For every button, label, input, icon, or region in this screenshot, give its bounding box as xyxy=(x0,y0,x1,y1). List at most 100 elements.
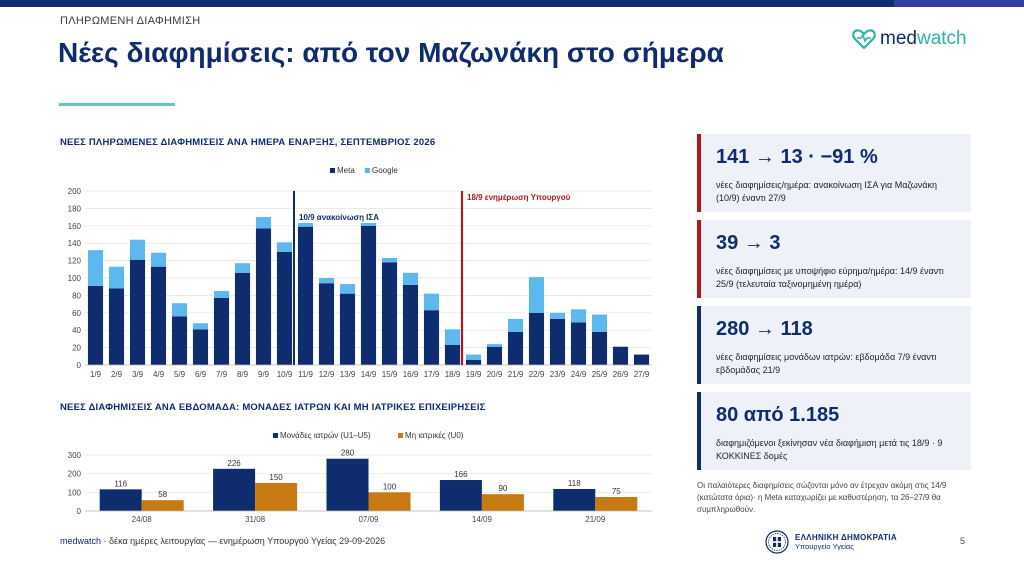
stat-card-value: 141 → 13 · −91 % xyxy=(716,146,878,168)
bar-google xyxy=(234,263,251,273)
medwatch-logo: med watch xyxy=(852,28,967,50)
bar-meta xyxy=(87,285,104,365)
bar-google xyxy=(507,318,524,332)
bar-non-medical xyxy=(255,483,298,511)
data-label: 150 xyxy=(269,473,283,482)
stat-card-caption: διαφημιζόμενοι ξεκίνησαν νέα διαφήμιση μ… xyxy=(716,438,943,461)
footer-text: · δέκα ημέρες λειτουργίας — ενημέρωση Υπ… xyxy=(103,536,386,546)
data-label: 226 xyxy=(227,459,241,468)
data-label: 100 xyxy=(383,482,397,491)
bar-meta xyxy=(423,310,440,365)
data-label: 116 xyxy=(114,479,127,488)
stat-card-caption: νέες διαφημίσεις μονάδων ιατρών: εβδομάδ… xyxy=(716,352,937,375)
legend-label: Meta xyxy=(337,166,355,175)
x-tick-label: 25/9 xyxy=(592,370,608,379)
stat-card-caption: νέες διαφημίσεις/ημέρα: ανακοίνωση ΙΣΑ γ… xyxy=(716,180,937,203)
data-label: 90 xyxy=(498,484,507,493)
bar-doctor-units xyxy=(213,468,256,511)
x-tick-label: 7/9 xyxy=(216,370,228,379)
heart-pulse-icon xyxy=(852,29,876,49)
bar-doctor-units xyxy=(326,458,369,511)
bar-doctor-units xyxy=(553,488,596,511)
y-tick-label: 60 xyxy=(72,309,81,318)
x-tick-label: 07/09 xyxy=(358,515,379,524)
bar-google xyxy=(255,217,272,229)
x-tick-label: 15/9 xyxy=(382,370,398,379)
bar-meta xyxy=(591,331,608,365)
stat-card-advertisers: 80 από 1.185 διαφημιζόμενοι ξεκίνησαν νέ… xyxy=(697,392,971,470)
daily-chart-title: ΝΕΕΣ ΠΛΗΡΩΜΕΝΕΣ ΔΙΑΦΗΜΙΣΕΙΣ ΑΝΑ ΗΜΕΡΑ ΕΝ… xyxy=(60,137,436,148)
y-tick-label: 80 xyxy=(72,291,81,300)
data-label: 118 xyxy=(568,479,581,488)
x-tick-label: 13/9 xyxy=(340,370,356,379)
y-tick-label: 0 xyxy=(77,507,82,516)
x-tick-label: 21/9 xyxy=(508,370,524,379)
x-tick-label: 8/9 xyxy=(237,370,249,379)
bar-meta xyxy=(633,354,650,365)
bar-google xyxy=(318,278,335,284)
x-tick-label: 2/9 xyxy=(111,370,123,379)
y-tick-label: 100 xyxy=(68,274,82,283)
y-tick-label: 200 xyxy=(68,470,82,479)
x-tick-label: 10/9 xyxy=(277,370,293,379)
bar-non-medical xyxy=(368,492,411,511)
x-tick-label: 31/08 xyxy=(245,515,266,524)
footer: medwatch · δέκα ημέρες λειτουργίας — ενη… xyxy=(60,536,385,546)
bar-google xyxy=(381,257,398,263)
slide-tag: ΠΛΗΡΩΜΕΝΗ ΔΙΑΦΗΜΙΣΗ xyxy=(60,15,201,27)
stat-card-value: 80 από 1.185 xyxy=(716,404,840,426)
x-tick-label: 27/9 xyxy=(634,370,650,379)
x-tick-label: 17/9 xyxy=(424,370,440,379)
weekly-ads-chart: 0 100 200 300 116 58 24/08 226 150 31/08 280 100 07/… xyxy=(68,431,652,524)
bar-meta xyxy=(381,262,398,365)
bar-meta xyxy=(612,346,629,365)
bar-meta xyxy=(276,251,293,365)
bar-meta xyxy=(255,228,272,365)
daily-ads-chart: 0 20 40 60 80 100 120 140 160 180 200 1/9 2/9 3/9 4/9 5… xyxy=(68,166,652,379)
data-label: 280 xyxy=(341,449,355,458)
bar-meta xyxy=(486,346,503,365)
bar-google xyxy=(486,344,503,347)
greek-emblem-icon xyxy=(765,530,789,554)
stat-card-value: 280 → 118 xyxy=(716,318,813,340)
x-tick-label: 11/9 xyxy=(298,370,314,379)
x-tick-label: 6/9 xyxy=(195,370,207,379)
bar-meta xyxy=(549,318,566,365)
bar-google xyxy=(276,242,293,252)
x-tick-label: 24/08 xyxy=(132,515,153,524)
bar-google xyxy=(465,354,482,360)
top-bar xyxy=(0,0,1024,7)
bar-google xyxy=(591,314,608,332)
bar-meta xyxy=(192,329,209,365)
bar-google xyxy=(150,252,167,267)
legend-label: Μονάδες ιατρών (U1–U5) xyxy=(280,431,371,440)
bar-meta xyxy=(339,293,356,365)
bar-doctor-units xyxy=(439,480,482,511)
slide-title: Νέες διαφημίσεις: από τον Μαζωνάκη στο σ… xyxy=(58,37,724,68)
x-tick-label: 18/9 xyxy=(445,370,461,379)
y-tick-label: 20 xyxy=(72,344,81,353)
footer-brand: medwatch xyxy=(60,536,102,546)
bar-google xyxy=(339,284,356,294)
bar-google xyxy=(108,266,125,289)
legend-label: Μη ιατρικές (U0) xyxy=(405,431,464,440)
x-tick-label: 14/9 xyxy=(361,370,377,379)
stat-card-findings: 39 → 3 νέες διαφημίσεις με υποψήφιο εύρη… xyxy=(697,220,971,298)
bar-non-medical xyxy=(141,500,184,511)
bar-google xyxy=(423,293,440,311)
x-tick-label: 14/09 xyxy=(472,515,493,524)
x-tick-label: 12/9 xyxy=(319,370,335,379)
y-tick-label: 180 xyxy=(68,204,82,213)
event-label: 10/9 ανακοίνωση ΙΣΑ xyxy=(299,213,379,222)
y-tick-label: 100 xyxy=(68,488,82,497)
y-tick-label: 160 xyxy=(68,222,82,231)
event-label-bg xyxy=(296,210,388,223)
x-tick-label: 16/9 xyxy=(403,370,419,379)
data-label: 166 xyxy=(454,470,468,479)
event-label: 18/9 ενημέρωση Υπουργού xyxy=(467,193,571,202)
y-tick-label: 40 xyxy=(72,326,81,335)
data-label: 58 xyxy=(158,490,167,499)
bar-google xyxy=(87,250,104,286)
legend-label: Google xyxy=(372,166,398,175)
bar-google xyxy=(570,309,587,323)
